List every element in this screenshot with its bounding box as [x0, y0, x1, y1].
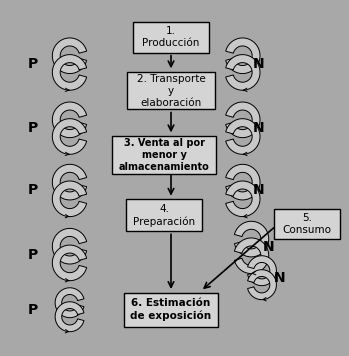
Polygon shape	[52, 245, 87, 281]
FancyBboxPatch shape	[274, 209, 340, 239]
Polygon shape	[52, 54, 87, 90]
Text: N: N	[252, 121, 264, 135]
Polygon shape	[235, 238, 269, 273]
Text: 1.
Producción: 1. Producción	[142, 26, 200, 48]
Polygon shape	[55, 288, 84, 318]
Text: N: N	[252, 183, 264, 198]
Text: 5.
Consumo: 5. Consumo	[283, 213, 332, 235]
Polygon shape	[226, 181, 260, 216]
FancyBboxPatch shape	[127, 72, 215, 110]
Text: 6. Estimación
de exposición: 6. Estimación de exposición	[131, 298, 211, 321]
FancyBboxPatch shape	[133, 22, 209, 52]
Text: 2. Transporte
y
elaboración: 2. Transporte y elaboración	[137, 74, 205, 108]
Text: P: P	[28, 57, 38, 71]
Text: N: N	[263, 240, 275, 255]
Text: P: P	[28, 183, 38, 198]
Polygon shape	[226, 54, 260, 90]
Polygon shape	[52, 164, 87, 200]
Polygon shape	[52, 119, 87, 154]
Text: P: P	[28, 247, 38, 262]
Polygon shape	[226, 164, 260, 200]
Polygon shape	[226, 119, 260, 154]
Text: N: N	[252, 57, 264, 71]
Polygon shape	[52, 229, 87, 264]
Polygon shape	[226, 38, 260, 74]
Polygon shape	[52, 38, 87, 74]
Text: P: P	[28, 303, 38, 317]
FancyBboxPatch shape	[112, 136, 216, 174]
Text: 4.
Preparación: 4. Preparación	[133, 204, 195, 227]
Polygon shape	[235, 221, 269, 257]
Polygon shape	[55, 302, 84, 332]
Polygon shape	[52, 181, 87, 216]
FancyBboxPatch shape	[126, 199, 202, 231]
Text: 3. Venta al por
menor y
almacenamiento: 3. Venta al por menor y almacenamiento	[119, 138, 209, 172]
Polygon shape	[52, 102, 87, 138]
Polygon shape	[226, 102, 260, 138]
Text: P: P	[28, 121, 38, 135]
Polygon shape	[247, 270, 276, 300]
FancyBboxPatch shape	[124, 293, 218, 327]
Text: N: N	[273, 271, 285, 285]
Polygon shape	[247, 256, 276, 286]
